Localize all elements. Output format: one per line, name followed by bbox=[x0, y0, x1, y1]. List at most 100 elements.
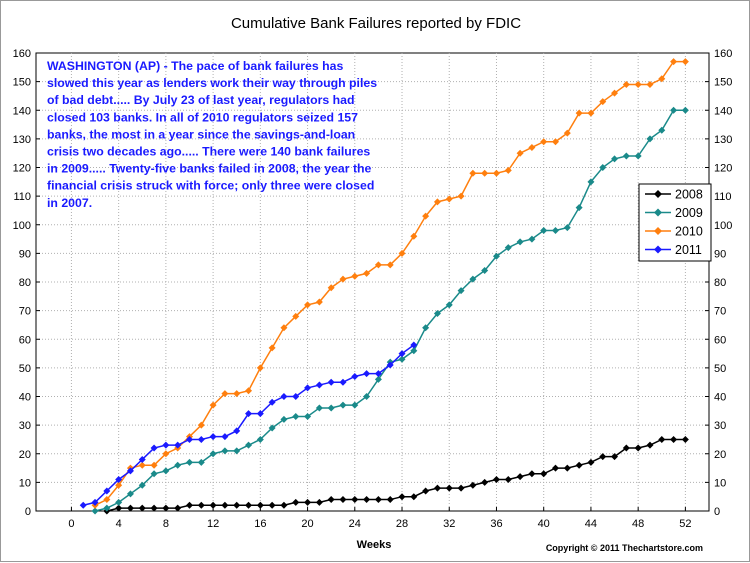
annotation-line: banks, the most in a year since the savi… bbox=[47, 127, 355, 141]
y-tick-label-left: 150 bbox=[13, 77, 31, 89]
data-point bbox=[481, 169, 489, 177]
data-point bbox=[410, 232, 418, 240]
data-point bbox=[374, 375, 382, 383]
data-point bbox=[611, 89, 619, 97]
data-point bbox=[504, 476, 512, 484]
data-point bbox=[115, 476, 123, 484]
data-point bbox=[256, 364, 264, 372]
y-tick-label-left: 30 bbox=[19, 420, 31, 432]
data-point bbox=[233, 447, 241, 455]
data-point bbox=[422, 212, 430, 220]
data-point bbox=[658, 435, 666, 443]
annotation-line: of bad debt..... By July 23 of last year… bbox=[47, 93, 355, 107]
copyright-text: Copyright © 2011 Thechartstore.com bbox=[546, 543, 703, 553]
data-point bbox=[587, 458, 595, 466]
data-point bbox=[410, 341, 418, 349]
y-tick-label-right: 70 bbox=[714, 306, 726, 318]
x-tick-label: 4 bbox=[116, 518, 122, 530]
data-point bbox=[433, 309, 441, 317]
data-point bbox=[575, 204, 583, 212]
y-tick-label-right: 90 bbox=[714, 248, 726, 260]
data-point bbox=[162, 441, 170, 449]
series-2008 bbox=[103, 435, 689, 515]
data-point bbox=[552, 464, 560, 472]
data-point bbox=[339, 496, 347, 504]
y-tick-label-right: 10 bbox=[714, 477, 726, 489]
legend-label: 2010 bbox=[675, 225, 703, 239]
y-tick-label-left: 0 bbox=[25, 506, 31, 518]
data-point bbox=[386, 261, 394, 269]
data-point bbox=[410, 493, 418, 501]
legend-entry-2009: 2009 bbox=[645, 206, 703, 220]
y-tick-label-left: 110 bbox=[13, 191, 31, 203]
data-point bbox=[150, 470, 158, 478]
data-point bbox=[670, 435, 678, 443]
annotation-line: crisis two decades ago..... There were 1… bbox=[47, 145, 370, 159]
y-tick-label-right: 50 bbox=[714, 363, 726, 375]
data-point bbox=[209, 450, 217, 458]
data-point bbox=[681, 435, 689, 443]
data-point bbox=[516, 473, 524, 481]
x-tick-label: 36 bbox=[490, 518, 502, 530]
data-point bbox=[552, 226, 560, 234]
data-point bbox=[457, 287, 465, 295]
data-point bbox=[658, 126, 666, 134]
data-point bbox=[504, 244, 512, 252]
data-point bbox=[327, 496, 335, 504]
data-point bbox=[103, 496, 111, 504]
data-point bbox=[91, 507, 99, 515]
data-point bbox=[185, 435, 193, 443]
x-tick-label: 48 bbox=[632, 518, 644, 530]
data-point bbox=[280, 415, 288, 423]
data-point bbox=[197, 435, 205, 443]
data-point bbox=[563, 464, 571, 472]
data-point bbox=[138, 461, 146, 469]
data-point bbox=[233, 427, 241, 435]
data-point bbox=[398, 249, 406, 257]
chart-title: Cumulative Bank Failures reported by FDI… bbox=[231, 15, 521, 32]
data-point bbox=[587, 178, 595, 186]
y-tick-label-left: 50 bbox=[19, 363, 31, 375]
data-point bbox=[268, 501, 276, 509]
data-point bbox=[304, 301, 312, 309]
series-2011 bbox=[79, 341, 418, 509]
data-point bbox=[292, 413, 300, 421]
data-point bbox=[575, 461, 583, 469]
data-point bbox=[374, 261, 382, 269]
data-point bbox=[315, 298, 323, 306]
data-point bbox=[79, 501, 87, 509]
data-point bbox=[221, 390, 229, 398]
data-point bbox=[103, 504, 111, 512]
x-tick-label: 44 bbox=[585, 518, 597, 530]
data-point bbox=[280, 393, 288, 400]
y-tick-label-left: 140 bbox=[13, 105, 31, 117]
data-point bbox=[552, 138, 560, 146]
data-point bbox=[622, 80, 630, 88]
data-point bbox=[646, 441, 654, 449]
data-point bbox=[138, 481, 146, 489]
legend: 2008 2009 2010 2011 bbox=[638, 183, 712, 262]
x-tick-label: 40 bbox=[538, 518, 550, 530]
data-point bbox=[162, 450, 170, 458]
data-point bbox=[398, 493, 406, 501]
data-point bbox=[386, 361, 394, 369]
data-point bbox=[292, 393, 300, 400]
y-tick-label-left: 100 bbox=[13, 220, 31, 232]
legend-label: 2011 bbox=[675, 243, 702, 257]
data-point bbox=[611, 155, 619, 163]
data-point bbox=[315, 404, 323, 412]
data-point bbox=[245, 410, 253, 418]
y-tick-label-right: 80 bbox=[714, 277, 726, 289]
y-tick-label-right: 120 bbox=[714, 163, 732, 175]
data-point bbox=[115, 498, 123, 506]
data-point bbox=[150, 461, 158, 469]
y-tick-label-left: 160 bbox=[13, 48, 31, 60]
data-point bbox=[174, 461, 182, 469]
data-point bbox=[457, 484, 465, 492]
data-point bbox=[469, 481, 477, 489]
data-point bbox=[634, 444, 642, 452]
data-point bbox=[658, 75, 666, 83]
x-tick-label: 28 bbox=[396, 518, 408, 530]
legend-entry-2010: 2010 bbox=[645, 225, 703, 239]
